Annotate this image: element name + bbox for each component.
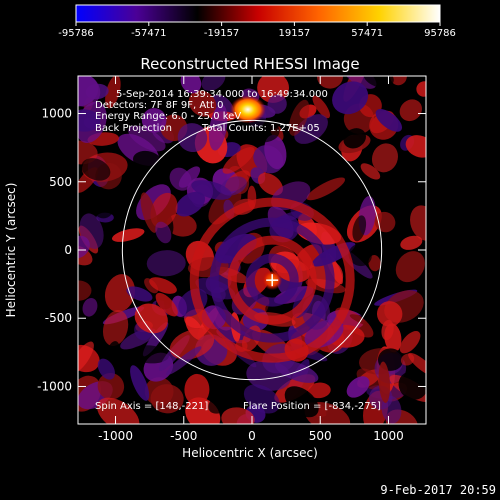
colorbar-ticks: -95786 -57471 -19157 19157 57471 95786 bbox=[58, 22, 456, 39]
time-range-text: 5-Sep-2014 16:39:34.000 to 16:49:34.000 bbox=[116, 89, 328, 100]
spin-axis-text: Spin Axis = [148,-221] bbox=[95, 401, 208, 412]
method-text: Back Projection bbox=[95, 123, 172, 134]
x-tick-label: 500 bbox=[309, 429, 332, 443]
footer-date: 9-Feb-2017 20:59 bbox=[380, 483, 496, 497]
y-tick-label: -1000 bbox=[37, 379, 72, 393]
y-tick-label: 0 bbox=[64, 243, 72, 257]
colorbar-tick-label: 95786 bbox=[424, 28, 456, 39]
detectors-text: Detectors: 7F 8F 9F, Att 0 bbox=[95, 100, 223, 111]
image-field bbox=[78, 76, 426, 424]
colorbar-tick-label: -57471 bbox=[131, 28, 166, 39]
solar-limb-circle bbox=[121, 119, 383, 381]
y-tick-label: 500 bbox=[49, 175, 72, 189]
x-tick-label: -500 bbox=[170, 429, 197, 443]
total-counts-text: Total Counts: 1.27E+05 bbox=[201, 123, 320, 134]
colorbar-tick-label: 19157 bbox=[278, 28, 310, 39]
y-tick-label: 1000 bbox=[41, 107, 72, 121]
energy-range-text: Energy Range: 6.0 - 25.0 keV bbox=[95, 111, 241, 122]
colorbar-tick-label: -95786 bbox=[58, 28, 93, 39]
plot-title: Reconstructed RHESSI Image bbox=[140, 55, 359, 73]
x-tick-label: -1000 bbox=[98, 429, 133, 443]
x-tick-label: 1000 bbox=[373, 429, 404, 443]
x-tick-label: 0 bbox=[248, 429, 256, 443]
spin-axis-crosshair bbox=[266, 274, 279, 287]
colorbar bbox=[75, 4, 441, 23]
y-axis-label: Heliocentric Y (arcsec) bbox=[4, 183, 18, 318]
x-axis-label: Heliocentric X (arcsec) bbox=[182, 446, 318, 460]
y-tick-label: -500 bbox=[45, 311, 72, 325]
colorbar-tick-label: 57471 bbox=[351, 28, 383, 39]
flare-position-text: Flare Position = [-834,-275] bbox=[243, 401, 381, 412]
axis-ticks: -1000 -500 0 500 1000 1000 500 0 -500 -1000 bbox=[37, 76, 426, 443]
colorbar-tick-label: -19157 bbox=[204, 28, 239, 39]
